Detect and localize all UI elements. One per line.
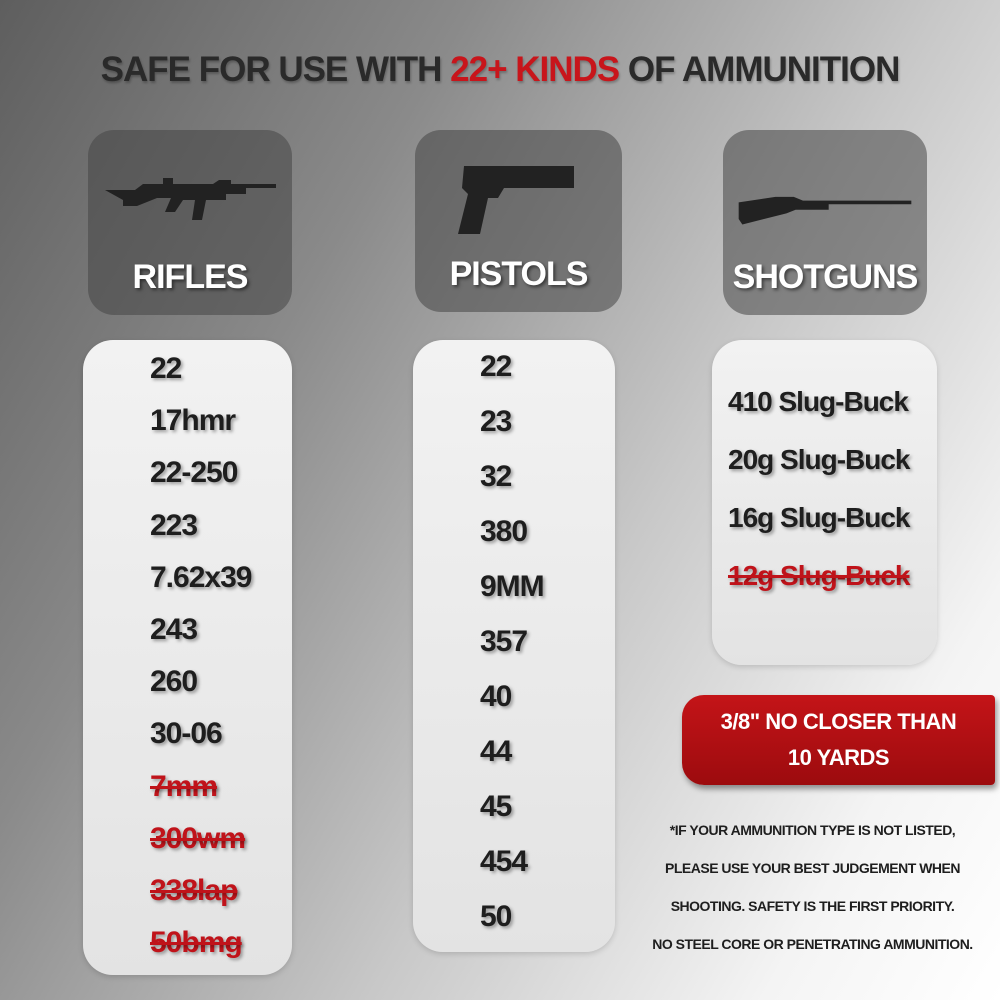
ammo-item: 22: [150, 352, 182, 385]
ammo-item: 23: [480, 405, 512, 438]
shotguns-card: SHOTGUNS: [723, 130, 927, 315]
rifle-icon: [105, 178, 276, 220]
shotguns-label: SHOTGUNS: [732, 258, 919, 296]
ammo-item: 50: [480, 900, 512, 933]
excluded-ammo-item: 7mm: [150, 769, 218, 803]
ammo-item: 44: [480, 735, 512, 768]
shotgun-icon: [738, 196, 912, 225]
rifles-card: RIFLES: [88, 130, 292, 315]
ammo-item: 7.62x39: [150, 560, 252, 594]
excluded-ammo-item: 12g Slug-Buck: [728, 560, 910, 591]
footnote-line: SHOOTING. SAFETY IS THE FIRST PRIORITY.: [670, 898, 955, 914]
pistols-label: PISTOLS: [449, 255, 589, 293]
distance-banner: 3/8" NO CLOSER THAN 10 YARDS: [682, 695, 995, 785]
footnote-line: PLEASE USE YOUR BEST JUDGEMENT WHEN: [665, 860, 960, 876]
excluded-ammo-item: 338lap: [150, 874, 238, 907]
ammo-item: 243: [150, 613, 198, 646]
rifles-list: 22 17hmr 22-250 223 7.62x39 243 260 30-06 7mm 300…: [83, 340, 292, 975]
pistols-card: PISTOLS: [415, 130, 622, 312]
shotguns-list: 410 Slug-Buck 20g Slug-Buck 16g Slug-Buck 1…: [712, 340, 937, 665]
ammo-item: 223: [150, 508, 198, 542]
ammo-item: 9MM: [480, 570, 545, 603]
ammo-item: 20g Slug-Buck: [728, 444, 910, 475]
rifles-label: RIFLES: [132, 258, 249, 296]
banner-line: 10 YARDS: [787, 745, 890, 770]
title-highlight: 22+ KINDS: [450, 50, 620, 89]
ammo-item: 16g Slug-Buck: [728, 502, 910, 533]
ammo-item: 380: [480, 515, 528, 548]
title-text: SAFE FOR USE WITH: [100, 50, 451, 89]
ammo-item: 17hmr: [150, 404, 236, 438]
ammo-item: 454: [480, 845, 528, 878]
pistol-icon: [457, 166, 574, 234]
ammo-item: 30-06: [150, 717, 223, 751]
title-text-end: OF AMMUNITION: [619, 50, 901, 89]
page-title: SAFE FOR USE WITH 22+ KINDS OF AMMUNITIO…: [20, 50, 980, 90]
excluded-ammo-item: 300wm: [150, 821, 246, 855]
ammo-item: 22-250: [150, 456, 238, 490]
footnote-line: *IF YOUR AMMUNITION TYPE IS NOT LISTED,: [669, 822, 956, 838]
ammo-item: 32: [480, 460, 512, 493]
ammo-item: 40: [480, 680, 512, 713]
excluded-ammo-item: 50bmg: [150, 926, 243, 960]
footnote-line: NO STEEL CORE OR PENETRATING AMMUNITION.: [652, 936, 973, 952]
pistols-list: 22 23 32 380 9MM 357 40 44 45 454 50: [413, 340, 615, 952]
ammo-item: 22: [480, 350, 512, 383]
banner-line: 3/8" NO CLOSER THAN: [720, 709, 957, 734]
ammo-item: 410 Slug-Buck: [728, 386, 909, 417]
ammo-item: 357: [480, 625, 528, 658]
ammo-item: 260: [150, 665, 198, 699]
ammo-item: 45: [480, 790, 512, 823]
